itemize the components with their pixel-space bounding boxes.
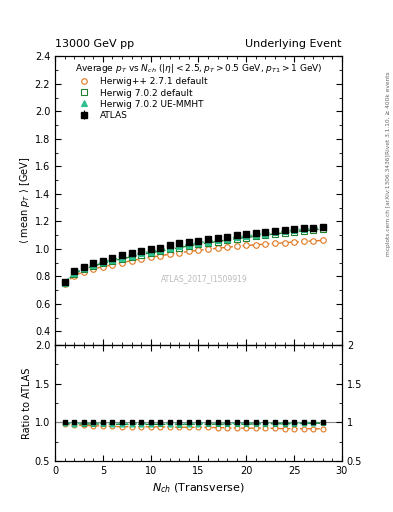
Line: Herwig 7.0.2 UE-MMHT: Herwig 7.0.2 UE-MMHT — [62, 225, 325, 285]
Herwig 7.0.2 default — [253, 233, 258, 239]
Herwig 7.0.2 default — [234, 236, 239, 242]
Herwig 7.0.2 UE-MMHT — [81, 265, 86, 271]
Herwig++ 2.7.1 default — [292, 239, 296, 245]
Herwig 7.0.2 default — [110, 258, 115, 264]
Herwig 7.0.2 UE-MMHT — [244, 233, 249, 239]
Herwig 7.0.2 UE-MMHT — [320, 224, 325, 230]
Herwig 7.0.2 UE-MMHT — [225, 236, 230, 242]
Herwig++ 2.7.1 default — [234, 243, 239, 249]
Herwig 7.0.2 default — [263, 232, 268, 238]
Herwig 7.0.2 UE-MMHT — [196, 240, 201, 246]
Herwig++ 2.7.1 default — [72, 273, 77, 279]
Herwig 7.0.2 UE-MMHT — [110, 257, 115, 263]
Herwig++ 2.7.1 default — [282, 240, 287, 246]
Herwig++ 2.7.1 default — [129, 258, 134, 264]
Line: Herwig 7.0.2 default: Herwig 7.0.2 default — [62, 226, 325, 286]
Herwig 7.0.2 UE-MMHT — [129, 252, 134, 259]
Herwig++ 2.7.1 default — [187, 248, 191, 254]
Herwig 7.0.2 default — [139, 251, 143, 258]
Herwig 7.0.2 UE-MMHT — [282, 228, 287, 234]
Herwig 7.0.2 UE-MMHT — [273, 229, 277, 236]
Herwig 7.0.2 UE-MMHT — [91, 262, 95, 268]
Herwig 7.0.2 default — [129, 254, 134, 260]
Herwig 7.0.2 UE-MMHT — [187, 242, 191, 248]
Herwig++ 2.7.1 default — [177, 250, 182, 256]
Herwig++ 2.7.1 default — [119, 260, 124, 266]
Herwig++ 2.7.1 default — [139, 256, 143, 262]
Herwig 7.0.2 UE-MMHT — [253, 232, 258, 238]
Herwig 7.0.2 default — [177, 245, 182, 251]
Herwig 7.0.2 UE-MMHT — [167, 245, 172, 251]
Herwig 7.0.2 default — [119, 256, 124, 262]
Herwig 7.0.2 UE-MMHT — [148, 248, 153, 254]
Herwig++ 2.7.1 default — [206, 246, 210, 252]
Herwig 7.0.2 UE-MMHT — [301, 226, 306, 232]
Herwig++ 2.7.1 default — [148, 254, 153, 260]
Text: mcplots.cern.ch [arXiv:1306.3436]: mcplots.cern.ch [arXiv:1306.3436] — [386, 154, 391, 255]
Herwig 7.0.2 UE-MMHT — [263, 230, 268, 237]
Herwig 7.0.2 default — [81, 266, 86, 272]
Herwig++ 2.7.1 default — [244, 242, 249, 248]
Herwig++ 2.7.1 default — [215, 245, 220, 251]
Herwig 7.0.2 default — [62, 280, 67, 286]
Herwig 7.0.2 UE-MMHT — [206, 239, 210, 245]
Herwig 7.0.2 default — [187, 243, 191, 249]
Herwig++ 2.7.1 default — [225, 244, 230, 250]
Herwig 7.0.2 UE-MMHT — [119, 254, 124, 261]
Herwig 7.0.2 default — [167, 246, 172, 252]
Text: Rivet 3.1.10, ≥ 400k events: Rivet 3.1.10, ≥ 400k events — [386, 71, 391, 154]
Herwig++ 2.7.1 default — [263, 241, 268, 247]
Herwig++ 2.7.1 default — [253, 242, 258, 248]
Herwig 7.0.2 UE-MMHT — [234, 234, 239, 240]
Line: Herwig++ 2.7.1 default: Herwig++ 2.7.1 default — [62, 238, 325, 287]
Herwig++ 2.7.1 default — [62, 281, 67, 287]
Herwig 7.0.2 default — [101, 260, 105, 266]
Herwig 7.0.2 UE-MMHT — [158, 247, 163, 253]
Herwig++ 2.7.1 default — [101, 264, 105, 270]
Herwig 7.0.2 default — [72, 271, 77, 277]
Herwig++ 2.7.1 default — [311, 238, 316, 244]
Herwig 7.0.2 UE-MMHT — [177, 243, 182, 249]
Herwig 7.0.2 UE-MMHT — [139, 250, 143, 257]
Herwig 7.0.2 default — [196, 241, 201, 247]
Herwig 7.0.2 default — [91, 263, 95, 269]
Herwig 7.0.2 default — [244, 234, 249, 241]
Herwig 7.0.2 UE-MMHT — [292, 227, 296, 233]
Text: ATLAS_2017_I1509919: ATLAS_2017_I1509919 — [161, 274, 248, 283]
Herwig 7.0.2 default — [282, 230, 287, 236]
Herwig 7.0.2 UE-MMHT — [101, 260, 105, 266]
Y-axis label: Ratio to ATLAS: Ratio to ATLAS — [22, 367, 32, 439]
Herwig++ 2.7.1 default — [320, 238, 325, 244]
Legend: Herwig++ 2.7.1 default, Herwig 7.0.2 default, Herwig 7.0.2 UE-MMHT, ATLAS: Herwig++ 2.7.1 default, Herwig 7.0.2 def… — [71, 75, 209, 122]
Herwig 7.0.2 UE-MMHT — [72, 270, 77, 276]
Herwig++ 2.7.1 default — [167, 251, 172, 257]
Herwig 7.0.2 UE-MMHT — [62, 280, 67, 286]
Herwig 7.0.2 default — [292, 229, 296, 235]
Text: Underlying Event: Underlying Event — [245, 39, 342, 49]
Herwig 7.0.2 default — [148, 250, 153, 256]
Herwig 7.0.2 default — [206, 240, 210, 246]
Herwig 7.0.2 default — [158, 248, 163, 254]
Herwig++ 2.7.1 default — [273, 240, 277, 246]
Herwig++ 2.7.1 default — [196, 247, 201, 253]
Herwig 7.0.2 default — [273, 231, 277, 237]
X-axis label: $N_{ch}$ (Transverse): $N_{ch}$ (Transverse) — [152, 481, 245, 495]
Herwig 7.0.2 UE-MMHT — [215, 237, 220, 243]
Text: 13000 GeV pp: 13000 GeV pp — [55, 39, 134, 49]
Herwig 7.0.2 default — [311, 227, 316, 233]
Y-axis label: $\langle$ mean $p_T$ $\rangle$ [GeV]: $\langle$ mean $p_T$ $\rangle$ [GeV] — [18, 157, 32, 244]
Herwig 7.0.2 default — [320, 226, 325, 232]
Herwig++ 2.7.1 default — [158, 253, 163, 259]
Herwig 7.0.2 default — [215, 239, 220, 245]
Herwig++ 2.7.1 default — [301, 238, 306, 244]
Text: Average $p_T$ vs $N_{ch}$ ($|\eta| < 2.5, p_T > 0.5$ GeV, $p_{T1} > 1$ GeV): Average $p_T$ vs $N_{ch}$ ($|\eta| < 2.5… — [75, 62, 322, 75]
Herwig++ 2.7.1 default — [81, 269, 86, 275]
Herwig 7.0.2 UE-MMHT — [311, 225, 316, 231]
Herwig++ 2.7.1 default — [91, 266, 95, 272]
Herwig++ 2.7.1 default — [110, 262, 115, 268]
Herwig 7.0.2 default — [301, 228, 306, 234]
Herwig 7.0.2 default — [225, 237, 230, 243]
